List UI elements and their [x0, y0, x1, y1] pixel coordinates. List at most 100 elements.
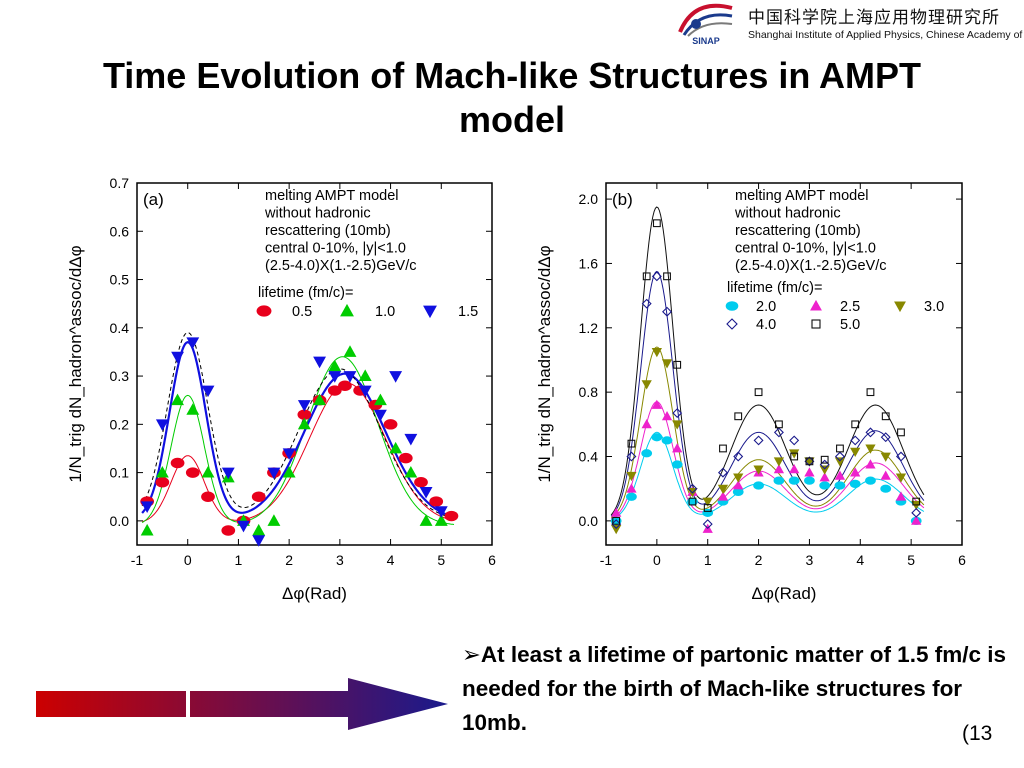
data-point: [611, 519, 622, 530]
data-point: [641, 449, 653, 458]
data-point: [661, 436, 673, 445]
data-point: [717, 467, 728, 478]
legend-label: 2.5: [840, 299, 860, 315]
slide-title: Time Evolution of Mach-like Structures i…: [0, 54, 1024, 142]
sinap-logo: SINAP: [678, 3, 733, 46]
data-point: [626, 483, 637, 493]
data-point: [850, 435, 861, 446]
fit-curve-reference: [141, 331, 455, 519]
data-point: [434, 506, 448, 518]
data-point: [237, 520, 250, 533]
data-point: [661, 359, 673, 369]
fit-curve-4.0: [610, 270, 925, 517]
data-point: [444, 510, 459, 522]
data-point: [612, 516, 621, 525]
data-point: [836, 444, 844, 453]
legend-marker: [811, 319, 821, 329]
slide-title-line1: Time Evolution of Mach-like Structures i…: [102, 55, 922, 96]
data-point: [895, 451, 906, 462]
y-tick-label: 0.6: [110, 223, 130, 239]
data-point: [775, 420, 783, 429]
x-tick-label: 4: [387, 552, 395, 568]
data-point: [419, 514, 433, 526]
data-point: [171, 393, 185, 406]
data-point: [652, 219, 661, 228]
panel-label: (b): [612, 190, 633, 209]
data-point: [820, 455, 829, 464]
data-point: [155, 465, 169, 478]
annotation-line: central 0-10%, |y|<1.0: [735, 241, 876, 257]
x-tick-label: 2: [755, 552, 763, 568]
data-point: [912, 497, 921, 506]
bullet-text: At least a lifetime of partonic matter o…: [462, 642, 1006, 735]
data-point: [789, 464, 800, 474]
legend-marker: [810, 299, 822, 311]
data-point: [414, 477, 428, 488]
data-point: [911, 507, 922, 518]
annotation-line: rescattering (10mb): [265, 223, 391, 239]
data-point: [753, 465, 764, 475]
legend-label: 4.0: [756, 317, 776, 333]
data-point: [185, 467, 200, 478]
data-point: [389, 441, 403, 454]
data-point: [297, 400, 311, 412]
x-tick-label: 1: [704, 552, 712, 568]
data-point: [201, 385, 215, 398]
annotation-line: melting AMPT model: [265, 188, 399, 204]
data-point: [865, 476, 876, 485]
data-point: [252, 523, 266, 536]
gradient-arrow: [36, 678, 448, 730]
y-axis-label: 1/N_trig dN_hadron^assoc/dΔφ: [535, 245, 554, 482]
data-point: [850, 447, 861, 458]
data-point: [297, 417, 311, 430]
data-point: [651, 271, 662, 282]
data-point: [221, 467, 235, 480]
data-point: [358, 369, 372, 382]
x-tick-label: 3: [336, 552, 344, 568]
data-point: [201, 491, 215, 502]
data-point: [819, 465, 830, 475]
data-point: [373, 393, 387, 406]
data-point: [819, 481, 831, 490]
fit-curve-1.0: [141, 356, 455, 525]
fit-curve-1.5: [141, 341, 455, 518]
data-point: [851, 420, 860, 429]
data-point: [186, 403, 200, 415]
x-axis-label: Δφ(Rad): [752, 584, 817, 603]
data-point: [733, 473, 744, 483]
x-tick-label: 6: [958, 552, 966, 568]
data-point: [789, 449, 800, 459]
institute-name-chinese: 中国科学院上海应用物理研究所: [748, 8, 1000, 28]
legend-marker: [423, 305, 437, 319]
data-point: [429, 496, 444, 507]
fit-curve-0.5: [141, 382, 455, 523]
data-point: [626, 492, 637, 501]
data-point: [865, 427, 876, 438]
data-point: [186, 337, 200, 349]
annotation-line: rescattering (10mb): [735, 223, 861, 239]
y-tick-label: 0.7: [110, 175, 130, 191]
data-point: [627, 439, 636, 448]
data-point: [834, 470, 846, 480]
data-point: [626, 451, 637, 462]
data-point: [201, 465, 215, 478]
data-point: [672, 443, 683, 453]
data-point: [773, 457, 785, 467]
data-point: [343, 371, 357, 383]
data-point: [641, 419, 652, 429]
data-point: [834, 457, 846, 467]
x-tick-label: 5: [907, 552, 915, 568]
institute-name-english: Shanghai Institute of Applied Physics, C…: [748, 29, 1024, 41]
annotation-line: (2.5-4.0)X(1.-2.5)GeV/c: [735, 258, 887, 274]
x-tick-label: 6: [488, 552, 496, 568]
data-point: [383, 419, 398, 430]
annotation-line: melting AMPT model: [735, 188, 869, 204]
data-point: [789, 435, 800, 446]
legend-label: 5.0: [840, 317, 860, 333]
data-point: [732, 487, 744, 497]
slide-title-line2: model: [458, 99, 565, 140]
legend-label: 2.0: [756, 299, 776, 315]
data-point: [754, 388, 763, 397]
y-tick-label: 2.0: [579, 191, 599, 207]
data-point: [221, 525, 236, 536]
